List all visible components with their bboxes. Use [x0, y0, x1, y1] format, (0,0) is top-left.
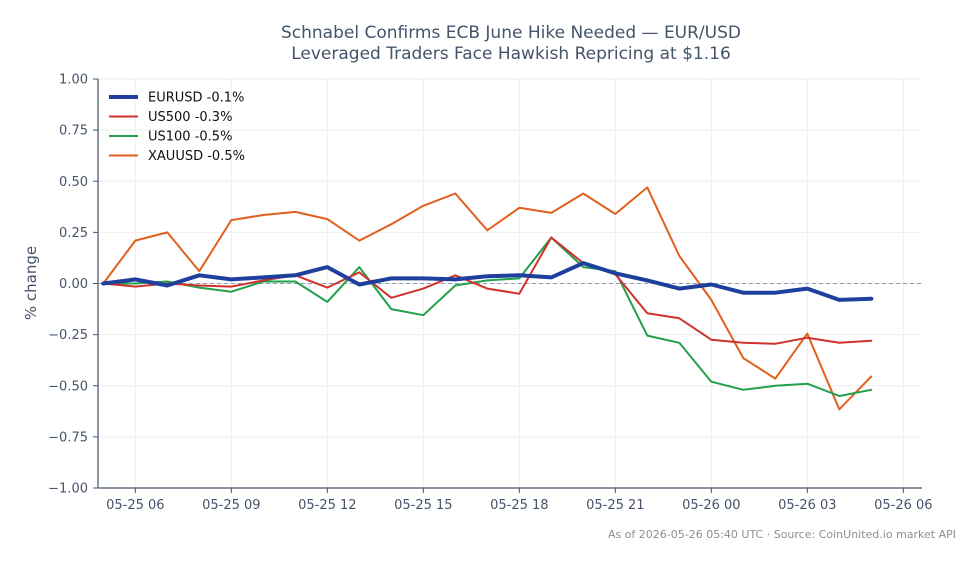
y-tick-label: −0.50	[48, 379, 88, 394]
legend-label: EURUSD -0.1%	[148, 91, 244, 106]
y-tick-label: −0.75	[48, 430, 88, 445]
y-axis-label: % change	[22, 246, 40, 320]
series-line	[102, 186, 873, 411]
y-tick-label: −0.25	[48, 328, 88, 343]
legend-label: US100 -0.5%	[148, 130, 232, 145]
y-tick-label: 0.50	[59, 175, 88, 190]
series-line	[102, 236, 873, 345]
y-tick-label: −1.00	[48, 482, 88, 497]
y-tick-label: 0.25	[59, 226, 88, 241]
y-tick-label: 0.75	[59, 124, 88, 139]
chart-title-line-1: Schnabel Confirms ECB June Hike Needed —…	[281, 23, 741, 43]
x-tick-label: 05-25 21	[586, 498, 644, 513]
x-tick-label: 05-26 03	[778, 498, 836, 513]
x-tick-label: 05-25 09	[202, 498, 260, 513]
legend: EURUSD -0.1% US500 -0.3% US100 -0.5% XAUUSD…	[109, 91, 245, 164]
x-tick-label: 05-26 06	[874, 498, 932, 513]
footer-source: As of 2026-05-26 05:40 UTC · Source: Coi…	[608, 528, 956, 541]
legend-label: US500 -0.3%	[148, 110, 232, 125]
x-tick-label: 05-25 15	[394, 498, 452, 513]
x-tick-label: 05-26 00	[682, 498, 740, 513]
series-lines	[101, 186, 874, 411]
x-tick-label: 05-25 18	[490, 498, 548, 513]
y-tick-label: 1.00	[59, 73, 88, 88]
x-tick-label: 05-25 12	[298, 498, 356, 513]
legend-label: XAUUSD -0.5%	[148, 149, 245, 164]
series-line	[101, 261, 874, 302]
y-axis-ticks: 1.00 0.75 0.50 0.25 0.00 −0.25 −0.50 −0.75 −1.00	[48, 73, 98, 497]
y-tick-label: 0.00	[59, 277, 88, 292]
x-axis-ticks: 05-25 06 05-25 09 05-25 12 05-25 15 05-25 18…	[106, 488, 933, 513]
chart-title-line-2: Leveraged Traders Face Hawkish Repricing…	[291, 44, 731, 64]
x-tick-label: 05-25 06	[106, 498, 164, 513]
series-line	[102, 236, 873, 397]
